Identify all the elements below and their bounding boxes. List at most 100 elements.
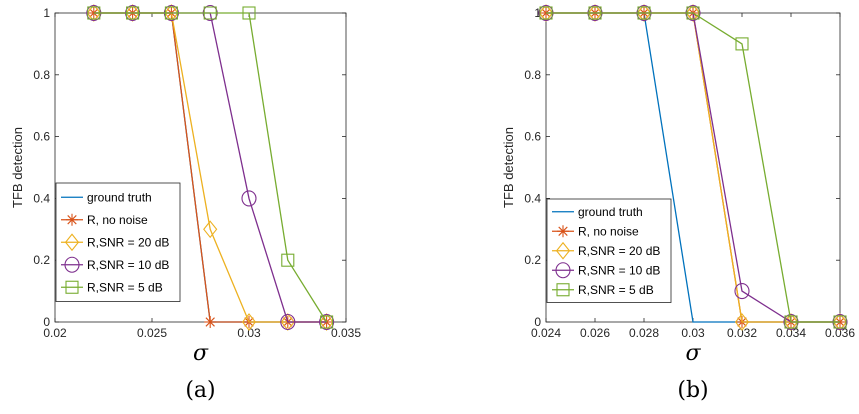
legend-label: ground truth [87,190,152,204]
legend-label: R, no noise [87,213,148,227]
y-axis: 0 0.2 0.4 0.6 0.8 1 [33,6,346,329]
data-point-r-snr-20-db-shape [241,313,257,331]
legend-swatch-marker [555,262,571,279]
y-axis-label: TFB detection [10,127,25,208]
panel-caption: (a) [185,378,215,403]
legend-swatch-marker-shape [555,262,571,279]
x-tick-label: 0.028 [629,326,659,340]
data-point-r-snr-20-db [734,313,750,331]
data-point-r-snr-10-db-shape [734,283,750,300]
data-point-r-snr-5-db-shape [242,6,256,20]
panel-caption: (b) [677,378,708,403]
data-point-r-snr-5-db [320,315,334,329]
legend-swatch-marker-stroke [67,215,77,225]
legend-entry: R,SNR = 10 dB [61,256,169,273]
y-tick-label: 0.4 [33,191,50,205]
data-point-r-snr-20-db-shape [734,313,750,331]
data-point-r-snr-5-db-shape [588,6,602,20]
series-r-snr-5-db [87,6,334,329]
data-point-r-snr-5-db [784,315,798,329]
data-point-r-snr-5-db-shape [320,315,334,329]
legend-swatch-marker [557,225,569,238]
y-tick-label: 0.6 [524,130,541,144]
data-point-r-snr-5-db [281,253,295,267]
x-tick-label: 0.034 [776,326,806,340]
data-point-r-snr-5-db-shape [203,6,217,20]
data-point-r-snr-10-db [319,313,335,331]
data-point-r-no-noise [204,316,217,328]
x-tick-label: 0.024 [531,326,561,340]
legend-entry: ground truth [61,190,152,204]
x-tick-label: 0.032 [727,326,757,340]
x-tick-label: 0.025 [137,326,167,340]
legend-swatch-marker-shape [65,280,79,294]
legend-swatch-marker-shape [64,233,80,252]
y-tick-label: 0.6 [33,130,50,144]
legend-entry: ground truth [552,205,643,219]
legend-label: R,SNR = 5 dB [578,283,654,297]
x-tick-label: 0.02 [43,326,67,340]
data-point-r-snr-5-db-shape [784,315,798,329]
legend-swatch-marker-stroke [558,226,568,236]
legend-swatch-marker [64,233,80,252]
data-point-r-snr-5-db [637,6,651,20]
legend-swatch-marker-shape [556,283,570,297]
y-axis: 0 0.2 0.4 0.6 0.8 1 [524,6,840,329]
legend-entry: R, no noise [61,213,148,227]
data-point-r-snr-5-db-shape [686,6,700,20]
x-tick-label: 0.03 [237,326,261,340]
y-tick-label: 0.2 [524,253,541,267]
legend-entry: R,SNR = 5 dB [552,283,654,297]
data-point-r-snr-10-db [280,313,296,331]
legend-label: ground truth [578,205,643,219]
legend-entry: R,SNR = 10 dB [552,262,660,279]
x-tick-label: 0.035 [331,326,361,340]
y-tick-label: 0.8 [33,68,50,82]
data-point-r-snr-10-db [241,190,257,207]
legend-label: R, no noise [578,224,639,238]
legend-swatch-marker [65,280,79,294]
data-point-r-snr-10-db-shape [280,313,296,331]
legend-label: R,SNR = 5 dB [87,280,163,294]
legend: ground truth R, no noise R,SNR = 20 dB R,SN… [55,182,181,302]
data-point-r-snr-20-db [203,220,218,239]
legend-entry: R,SNR = 5 dB [61,280,163,294]
legend: ground truth R, no noise R,SNR = 20 dB R,SN… [546,198,672,303]
legend-label: R,SNR = 20 dB [87,235,169,249]
data-point-r-snr-5-db [539,6,553,20]
data-point-r-snr-10-db [734,283,750,300]
x-tick-label: 0.03 [681,326,705,340]
data-point-r-snr-5-db-shape [637,6,651,20]
data-point-r-snr-5-db-shape [87,6,101,20]
series-r-snr-5-db [539,6,847,329]
data-point-r-snr-5-db-shape [126,6,140,20]
data-point-r-snr-5-db [242,6,256,20]
y-tick-label: 0.2 [33,253,50,267]
data-point-r-snr-5-db-shape [833,315,847,329]
x-tick-label: 0.036 [825,326,855,340]
data-point-r-snr-5-db [588,6,602,20]
y-tick-label: 0.4 [524,191,541,205]
x-axis-label: σ [685,341,701,366]
data-point-r-snr-5-db [686,6,700,20]
legend-entry: R, no noise [552,224,639,238]
legend-swatch-marker-shape [64,256,80,273]
y-tick-label: 0 [534,315,541,329]
data-point-r-snr-5-db-shape [164,6,178,20]
legend-label: R,SNR = 10 dB [87,258,169,272]
series-line-r-snr-5-db [93,12,328,323]
y-tick-label: 1 [43,6,50,20]
data-point-r-snr-20-db [241,313,257,331]
x-tick-label: 0.026 [580,326,610,340]
y-axis-label: TFB detection [501,127,516,208]
series-line-r-snr-5-db [546,12,840,323]
legend-label: R,SNR = 20 dB [578,244,660,258]
data-point-r-snr-5-db [203,6,217,20]
y-tick-label: 0 [43,315,50,329]
data-point-r-snr-5-db-shape [735,37,749,51]
legend-swatch-marker [66,213,78,226]
data-point-r-snr-5-db-shape [539,6,553,20]
x-axis-label: σ [193,341,209,366]
data-point-r-snr-5-db [164,6,178,20]
